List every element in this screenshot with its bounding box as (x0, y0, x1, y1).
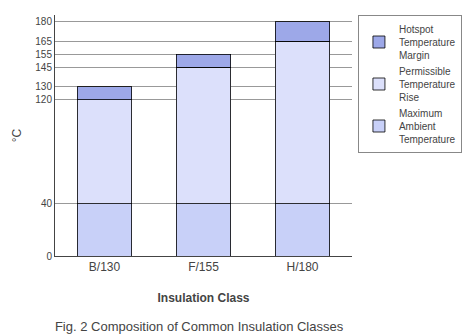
svg-text:HotspotTemperatureMargin: HotspotTemperatureMargin (399, 24, 456, 61)
svg-text:145: 145 (35, 62, 52, 73)
svg-text:155: 155 (35, 49, 52, 60)
svg-text:165: 165 (35, 36, 52, 47)
svg-text:Insulation Class: Insulation Class (157, 291, 249, 305)
svg-text:40: 40 (41, 198, 53, 209)
svg-text:B/130: B/130 (89, 260, 121, 274)
svg-text:Fig. 2 Composition of Common I: Fig. 2 Composition of Common Insulation … (55, 319, 344, 334)
svg-text:180: 180 (35, 16, 52, 27)
svg-text:F/155: F/155 (188, 260, 219, 274)
svg-text:°C: °C (10, 128, 24, 142)
svg-text:130: 130 (35, 81, 52, 92)
svg-text:PermissibleTemperatureRise: PermissibleTemperatureRise (399, 66, 456, 103)
svg-text:120: 120 (35, 94, 52, 105)
svg-text:0: 0 (46, 251, 52, 262)
svg-text:H/180: H/180 (286, 260, 318, 274)
svg-text:MaximumAmbientTemperature: MaximumAmbientTemperature (399, 108, 456, 145)
